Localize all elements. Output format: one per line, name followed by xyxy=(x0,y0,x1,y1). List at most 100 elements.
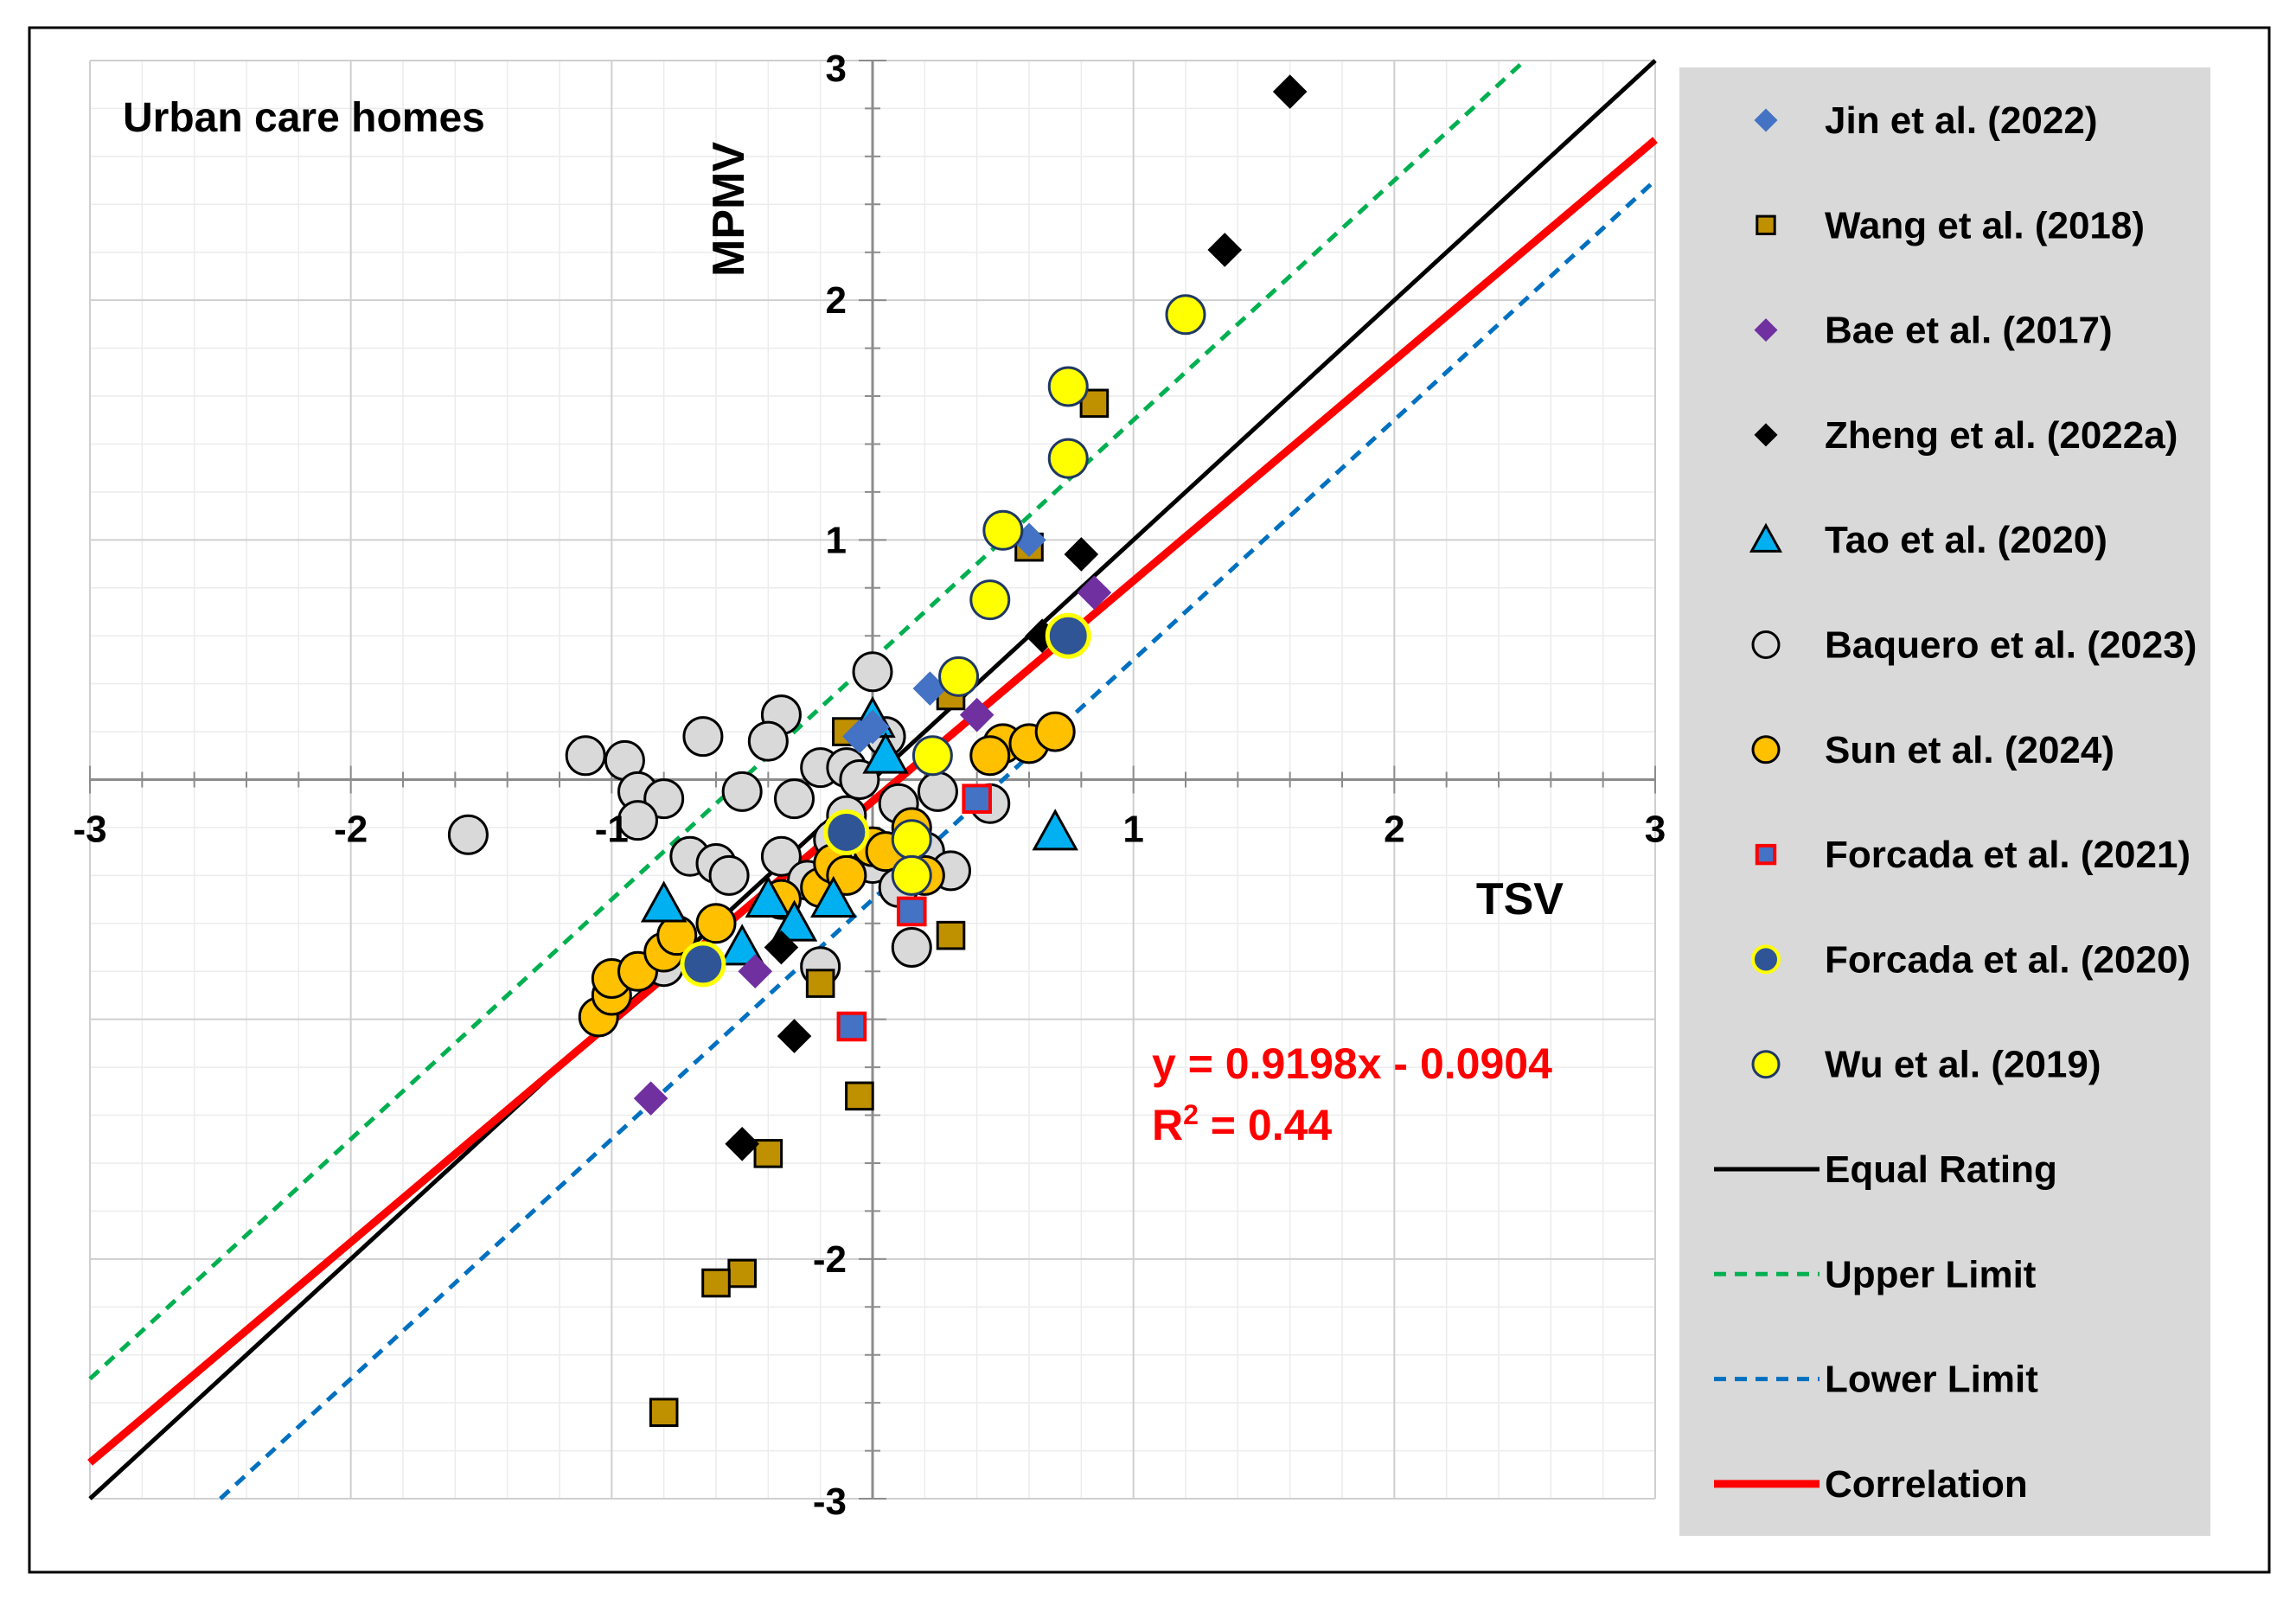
point-wu-et-al-2019 xyxy=(969,579,1011,621)
annotation-urban-care-homes: Urban care homes xyxy=(123,95,485,141)
point-wang-et-al-2018 xyxy=(1079,388,1110,419)
y-tick-label: -2 xyxy=(813,1238,847,1281)
y-tick-label: 2 xyxy=(826,279,847,322)
line-lower-limit xyxy=(219,178,1657,1500)
point-bae-et-al-2017 xyxy=(1077,575,1112,611)
point-wang-et-al-2018 xyxy=(727,1258,757,1289)
point-wang-et-al-2018 xyxy=(701,1268,731,1298)
legend-marker xyxy=(1754,108,1778,132)
point-forcada-et-al-2020 xyxy=(680,941,726,988)
point-wu-et-al-2019 xyxy=(1047,438,1089,479)
line-correlation xyxy=(87,137,1658,1466)
point-sun-et-al-2024 xyxy=(969,735,1011,777)
legend-marker xyxy=(1755,843,1777,866)
point-jin-et-al-2022 xyxy=(855,709,890,745)
point-bae-et-al-2017 xyxy=(959,697,995,732)
r-squared-sup: 2 xyxy=(1183,1099,1199,1130)
point-baquero-et-al-2023 xyxy=(891,927,932,969)
x-tick-label: 1 xyxy=(1122,809,1143,851)
legend-label: Zheng et al. (2022a) xyxy=(1825,414,2178,457)
legend-marker xyxy=(1749,522,1783,553)
point-wu-et-al-2019 xyxy=(911,735,953,777)
point-wu-et-al-2019 xyxy=(1165,294,1206,336)
legend-label: Equal Rating xyxy=(1825,1148,2057,1191)
point-wang-et-al-2018 xyxy=(805,969,835,998)
point-baquero-et-al-2023 xyxy=(708,854,750,896)
point-wang-et-al-2018 xyxy=(649,1398,679,1428)
point-forcada-et-al-2021 xyxy=(896,896,927,927)
y-tick-label: 3 xyxy=(826,48,847,90)
legend-label: Baquero et al. (2023) xyxy=(1825,624,2197,667)
point-baquero-et-al-2023 xyxy=(774,778,815,820)
point-tao-et-al-2020 xyxy=(1032,809,1078,851)
x-tick-label: -3 xyxy=(73,809,106,851)
legend-label: Lower Limit xyxy=(1825,1359,2038,1401)
point-baquero-et-al-2023 xyxy=(747,720,789,762)
x-axis-title: TSV xyxy=(1476,874,1564,924)
point-zheng-et-al-2022a xyxy=(1207,233,1243,267)
point-sun-et-al-2024 xyxy=(1034,711,1076,752)
point-bae-et-al-2017 xyxy=(633,1081,668,1116)
line-upper-limit xyxy=(88,59,1526,1381)
point-wang-et-al-2018 xyxy=(845,1081,874,1111)
regression-equation: y = 0.9198x - 0.0904 xyxy=(1152,1039,1552,1088)
point-forcada-et-al-2020 xyxy=(1045,612,1091,659)
legend-label: Jin et al. (2022) xyxy=(1825,99,2097,142)
point-jin-et-al-2022 xyxy=(912,671,948,706)
point-wu-et-al-2019 xyxy=(891,819,932,860)
legend-label: Correlation xyxy=(1825,1463,2028,1506)
point-zheng-et-al-2022a xyxy=(725,1126,759,1161)
legend-label: Upper Limit xyxy=(1825,1253,2037,1295)
point-tao-et-al-2020 xyxy=(640,880,688,923)
point-sun-et-al-2024 xyxy=(695,903,737,944)
point-tao-et-al-2020 xyxy=(810,875,857,918)
legend-label: Wu et al. (2019) xyxy=(1825,1044,2101,1086)
legend-marker xyxy=(1754,318,1778,342)
axis-labels: -3 -2 -1 1 2 3 -3 -2 1 2 3 xyxy=(73,48,1666,1523)
y-axis-title: MPMV xyxy=(704,142,754,277)
x-tick-label: 2 xyxy=(1384,809,1404,851)
point-wu-et-al-2019 xyxy=(938,656,980,697)
legend-marker xyxy=(1751,735,1781,764)
legend-label: Bae et al. (2017) xyxy=(1825,310,2113,352)
y-tick-label: -3 xyxy=(813,1481,847,1523)
point-baquero-et-al-2023 xyxy=(565,735,606,777)
point-tao-et-al-2020 xyxy=(745,875,792,918)
point-bae-et-al-2017 xyxy=(738,954,773,989)
x-tick-label: -2 xyxy=(334,809,368,851)
point-baquero-et-al-2023 xyxy=(617,800,658,841)
point-tao-et-al-2020 xyxy=(862,732,909,774)
point-zheng-et-al-2022a xyxy=(1064,537,1099,572)
legend-label: Wang et al. (2018) xyxy=(1825,204,2145,246)
point-baquero-et-al-2023 xyxy=(760,835,802,877)
point-baquero-et-al-2023 xyxy=(682,716,724,758)
y-tick-label: 1 xyxy=(826,519,847,561)
legend-label: Forcada et al. (2021) xyxy=(1825,834,2190,876)
x-tick-label: 3 xyxy=(1645,809,1666,851)
legend-marker xyxy=(1751,944,1781,975)
point-wu-et-al-2019 xyxy=(982,509,1024,551)
point-forcada-et-al-2020 xyxy=(823,809,870,855)
point-forcada-et-al-2021 xyxy=(836,1011,867,1042)
point-baquero-et-al-2023 xyxy=(643,778,685,820)
legend: Jin et al. (2022) Wang et al. (2018) Bae e… xyxy=(1714,99,2197,1506)
point-zheng-et-al-2022a xyxy=(777,1019,812,1053)
legend-label: Tao et al. (2020) xyxy=(1825,519,2107,561)
r-squared-prefix: R xyxy=(1152,1101,1183,1149)
point-forcada-et-al-2021 xyxy=(962,784,992,814)
point-baquero-et-al-2023 xyxy=(447,814,489,855)
point-zheng-et-al-2022a xyxy=(764,930,799,965)
legend-marker xyxy=(1751,1050,1781,1079)
point-wang-et-al-2018 xyxy=(753,1139,783,1168)
point-baquero-et-al-2023 xyxy=(917,771,958,812)
legend-label: Forcada et al. (2020) xyxy=(1825,938,2190,981)
point-baquero-et-al-2023 xyxy=(852,651,893,693)
legend-box xyxy=(1679,67,2210,1536)
legend-marker xyxy=(1756,214,1776,236)
point-wang-et-al-2018 xyxy=(936,920,966,950)
point-wu-et-al-2019 xyxy=(1047,366,1089,407)
point-baquero-et-al-2023 xyxy=(721,771,763,812)
legend-marker xyxy=(1754,423,1778,447)
r-squared-value: = 0.44 xyxy=(1199,1101,1332,1149)
